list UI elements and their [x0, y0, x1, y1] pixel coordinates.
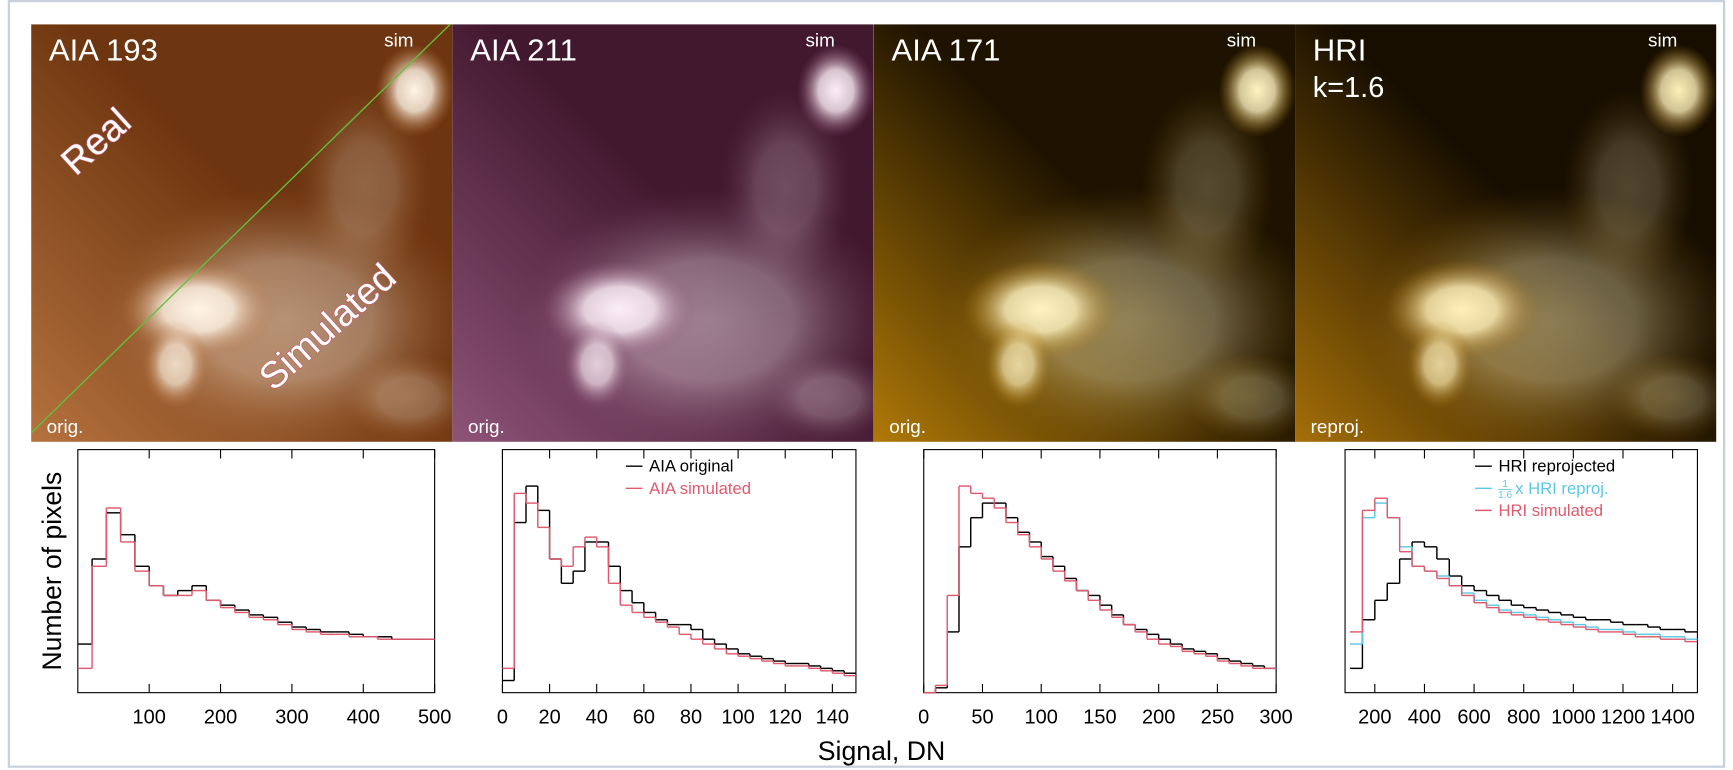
- active-region: [985, 320, 1052, 408]
- x-tick-label: 600: [1457, 707, 1490, 729]
- x-axis-label: Signal, DN: [818, 736, 945, 766]
- x-tick-label: 800: [1507, 707, 1540, 729]
- page: {"image_panels": [ {"title": "AIA 193", …: [0, 0, 1733, 770]
- x-tick-label: 200: [204, 707, 237, 729]
- panel-bottom-label: orig.: [47, 416, 84, 437]
- x-tick-label: 100: [721, 707, 754, 729]
- panel-title: AIA 171: [892, 33, 1001, 68]
- legend-fraction-numerator: 1: [1502, 479, 1508, 490]
- panel-corner-label: sim: [1648, 29, 1677, 50]
- x-tick-label: 500: [418, 707, 451, 729]
- active-region: [564, 320, 631, 408]
- x-tick-label: 100: [132, 707, 165, 729]
- x-tick-label: 0: [497, 707, 508, 729]
- legend-fraction-denominator: 1.6: [1498, 490, 1512, 501]
- x-tick-label: 140: [816, 707, 849, 729]
- loop-glow: [1141, 88, 1274, 287]
- x-tick-label: 1400: [1650, 707, 1694, 729]
- plot-frame: [78, 450, 435, 693]
- x-tick-label: 20: [538, 707, 560, 729]
- active-region: [1406, 320, 1473, 408]
- x-tick-label: 300: [1259, 707, 1292, 729]
- x-tick-label: 200: [1142, 707, 1175, 729]
- panel-corner-label: sim: [384, 29, 413, 50]
- x-tick-label: 400: [347, 707, 380, 729]
- x-tick-label: 300: [275, 707, 308, 729]
- legend-label: AIA simulated: [649, 479, 751, 498]
- panel-bottom-label: orig.: [468, 416, 505, 437]
- panel-title: HRI: [1313, 33, 1367, 68]
- active-region: [142, 320, 209, 408]
- panel-corner-label: sim: [805, 29, 834, 50]
- x-tick-label: 40: [586, 707, 608, 729]
- panel-title: AIA 193: [49, 33, 158, 68]
- legend-label: x HRI reproj.: [1515, 479, 1609, 498]
- loop-glow: [1562, 88, 1695, 287]
- x-tick-label: 1000: [1551, 707, 1595, 729]
- x-tick-label: 60: [633, 707, 655, 729]
- panel-bottom-label: orig.: [889, 416, 926, 437]
- panel-subtitle: k=1.6: [1313, 72, 1384, 104]
- legend-label: HRI reprojected: [1498, 457, 1615, 476]
- figure: AIA 193simorig.RealSimulatedAIA 211simor…: [0, 0, 1733, 770]
- legend-label: AIA original: [649, 457, 733, 476]
- x-tick-label: 1200: [1601, 707, 1645, 729]
- x-tick-label: 250: [1201, 707, 1234, 729]
- x-tick-label: 50: [971, 707, 993, 729]
- x-tick-label: 150: [1083, 707, 1116, 729]
- x-tick-label: 100: [1025, 707, 1058, 729]
- panel-title: AIA 211: [470, 33, 577, 68]
- loop-glow: [719, 88, 852, 287]
- x-tick-label: 120: [769, 707, 802, 729]
- legend-label: HRI simulated: [1498, 501, 1603, 520]
- image-panel: [452, 24, 897, 453]
- image-panel: [31, 22, 476, 453]
- plot-frame: [924, 450, 1276, 693]
- x-tick-label: 200: [1358, 707, 1391, 729]
- x-tick-label: 80: [680, 707, 702, 729]
- x-tick-label: 400: [1408, 707, 1441, 729]
- y-axis-label: Number of pixels: [37, 472, 67, 671]
- loop-glow: [298, 88, 431, 287]
- panel-corner-label: sim: [1227, 29, 1256, 50]
- panel-bottom-label: reproj.: [1311, 416, 1365, 437]
- x-tick-label: 0: [918, 707, 929, 729]
- image-panel: [874, 24, 1319, 453]
